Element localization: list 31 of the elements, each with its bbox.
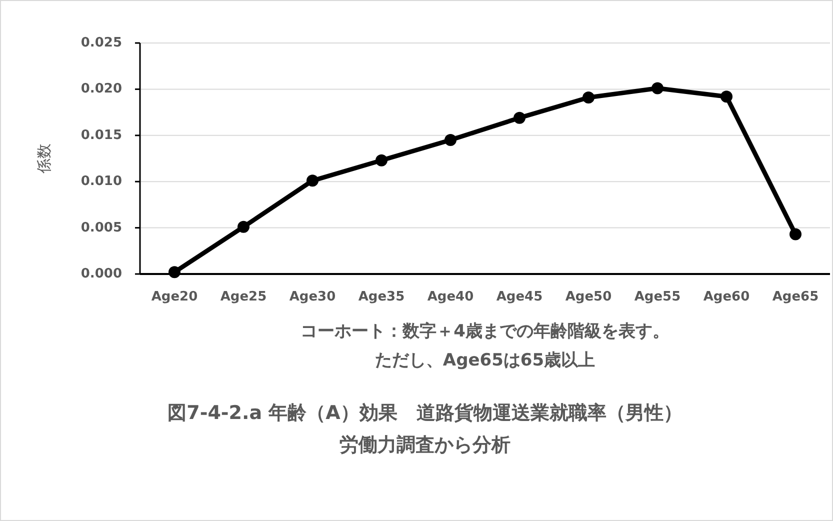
x-axis-title: コーホート：数字＋4歳までの年齢階級を表す。 — [300, 322, 670, 342]
point — [720, 90, 732, 103]
x-tick-label: Age50 — [565, 290, 612, 305]
x-tick-label: Age35 — [358, 290, 405, 305]
y-tick-label: 0.015 — [80, 128, 122, 143]
text: 図7-4-2.a 年齢（A）効果 道路貨物運送業就職率（男性） — [168, 402, 682, 424]
point — [514, 112, 526, 124]
x-tick-label: Age45 — [496, 290, 543, 305]
x-tick-label: Age40 — [427, 290, 474, 305]
text: ただし、Age65は65歳以上 — [374, 350, 596, 371]
point — [238, 220, 250, 233]
point — [582, 92, 594, 104]
x-tick-label: Age30 — [289, 290, 336, 305]
y-tick-label: 0.000 — [80, 266, 122, 282]
x-tick-label: Age65 — [772, 290, 819, 305]
y-axis-title: 係数 — [35, 144, 54, 174]
x-tick-label: Age20 — [151, 290, 198, 305]
point — [444, 134, 456, 146]
y-tick-label: 0.005 — [80, 220, 122, 236]
y-tick-label: 0.010 — [80, 174, 122, 190]
x-tick-label: Age60 — [703, 290, 750, 305]
point — [790, 228, 802, 240]
point — [376, 154, 388, 166]
x-tick-label: Age55 — [634, 290, 681, 305]
point — [652, 82, 664, 94]
x-tick-label: Age25 — [220, 290, 267, 305]
point — [168, 266, 180, 278]
y-tick-label: 0.020 — [80, 82, 122, 97]
y-tick-label: 0.025 — [80, 36, 122, 51]
text: 労働力調査から分析 — [340, 434, 510, 456]
point — [306, 174, 318, 187]
